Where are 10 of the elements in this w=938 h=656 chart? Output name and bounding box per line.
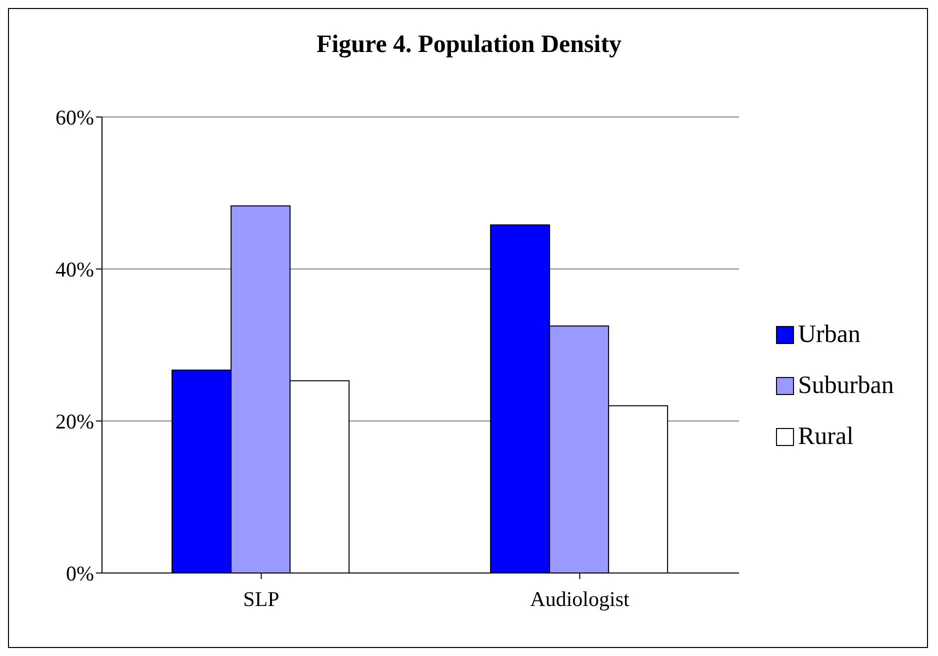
legend-label: Urban <box>798 320 860 348</box>
legend-label: Rural <box>798 422 854 450</box>
x-tick-label: SLP <box>243 586 280 611</box>
chart-title: Figure 4. Population Density <box>315 31 623 59</box>
x-tick-label: Audiologist <box>530 586 630 611</box>
y-tick-label: 60% <box>56 105 94 130</box>
legend-label: Suburban <box>798 372 894 400</box>
y-tick-label: 20% <box>56 409 94 434</box>
y-tick-label: 0% <box>66 561 94 586</box>
y-tick-label: 40% <box>56 257 94 282</box>
